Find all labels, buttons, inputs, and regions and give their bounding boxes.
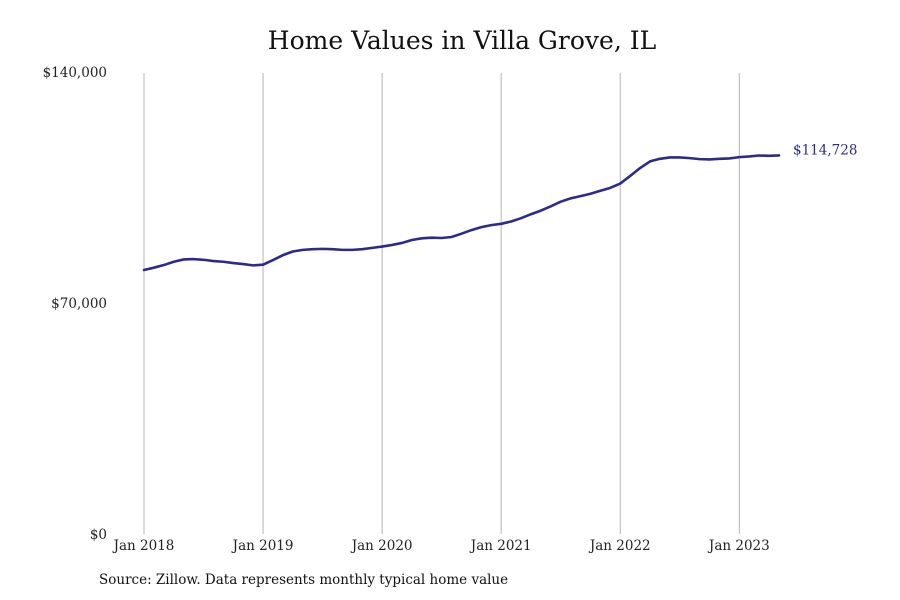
x-axis-tick-labels: Jan 2018 Jan 2019 Jan 2020 Jan 2021 Jan 2022… bbox=[112, 538, 770, 554]
x-tick-label-4: Jan 2022 bbox=[588, 538, 651, 554]
series-layer bbox=[142, 154, 781, 272]
x-tick-label-0: Jan 2018 bbox=[112, 538, 175, 554]
series-line-0 bbox=[142, 154, 781, 272]
y-tick-label-1: $70,000 bbox=[51, 296, 107, 312]
x-tick-label-5: Jan 2023 bbox=[707, 538, 770, 554]
x-tick-label-2: Jan 2020 bbox=[350, 538, 413, 554]
y-tick-label-2: $140,000 bbox=[43, 65, 107, 81]
source-note: Source: Zillow. Data represents monthly … bbox=[99, 572, 509, 588]
annotations: $114,728 bbox=[793, 142, 857, 158]
y-tick-label-0: $0 bbox=[90, 527, 107, 543]
x-tick-label-1: Jan 2019 bbox=[231, 538, 294, 554]
chart-title: Home Values in Villa Grove, IL bbox=[267, 26, 657, 55]
y-axis-tick-labels: $0 $70,000 $140,000 bbox=[43, 65, 107, 543]
x-tick-label-3: Jan 2021 bbox=[469, 538, 532, 554]
grid-lines bbox=[143, 73, 740, 534]
end-value-label: $114,728 bbox=[793, 142, 857, 158]
